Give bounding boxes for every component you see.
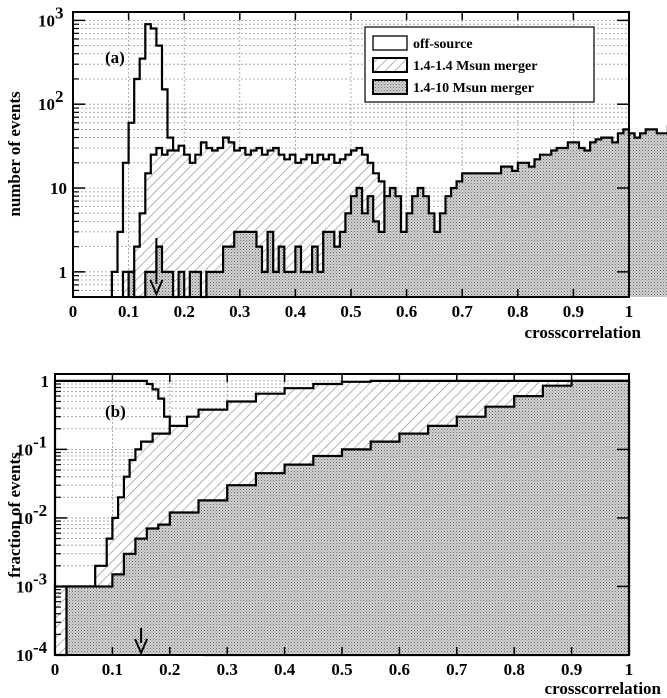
- p0-y-tick-label: 10: [38, 95, 55, 114]
- p1-y-tick-label: 1: [41, 372, 50, 391]
- p1-x-tick-label: 0.3: [217, 660, 238, 679]
- p1-x-tick-label: 1: [625, 660, 634, 679]
- p0-x-tick-label: 0.9: [563, 302, 584, 321]
- p0-x-tick-label: 0.4: [285, 302, 307, 321]
- panel-a-label: (a): [105, 48, 125, 67]
- p1-x-tick-label: 0: [51, 660, 60, 679]
- panel-a-ylabel: number of events: [5, 91, 24, 217]
- p1-y-tick-label: 10: [16, 440, 33, 459]
- p0-x-tick-label: 0.5: [340, 302, 361, 321]
- p1-series-merger-1-4-10: [55, 379, 631, 657]
- p0-y-tick-exponent: 3: [55, 3, 64, 22]
- panel-b-xlabel: crosscorrelation: [545, 679, 662, 698]
- p1-x-tick-label: 0.9: [561, 660, 582, 679]
- p1-x-tick-label: 0.6: [389, 660, 410, 679]
- p1-x-tick-label: 0.7: [446, 660, 468, 679]
- p1-y-tick-exponent: -4: [33, 638, 48, 657]
- p1-y-tick-exponent: -1: [33, 432, 47, 451]
- p0-x-tick-label: 0.2: [174, 302, 195, 321]
- legend-label-1-4-10: 1.4-10 Msun merger: [413, 81, 534, 96]
- p1-x-tick-label: 0.5: [331, 660, 352, 679]
- p1-arrow-head: [134, 638, 149, 656]
- panel-a-data: [110, 23, 667, 299]
- legend-label-1-4-1-4: 1.4-1.4 Msun merger: [413, 59, 537, 74]
- p1-y-tick-label: 10: [16, 509, 33, 528]
- panel-b-label: (b): [105, 402, 126, 421]
- panel-b-ylabel: fraction of events: [5, 452, 24, 578]
- p0-y-tick-label: 1: [59, 263, 68, 282]
- p0-x-tick-label: 0.6: [396, 302, 417, 321]
- p0-arrow-head: [149, 279, 164, 297]
- panel-b: 0 0.1 0.2 0.3 0.4 0.5 0.6 0.7 0.8 0.9 110 -410 -310-…: [5, 372, 662, 698]
- panel-a-ticks: [72, 12, 630, 297]
- p0-x-tick-label: 0.8: [507, 302, 528, 321]
- p1-y-tick-exponent: -3: [33, 569, 47, 588]
- p0-x-tick-label: 0.3: [229, 302, 250, 321]
- p1-x-tick-label: 0.2: [159, 660, 180, 679]
- p0-y-tick-label: 10: [50, 179, 67, 198]
- p1-y-tick-label: 10: [16, 646, 33, 665]
- p0-x-tick-label: 0.7: [452, 302, 474, 321]
- p0-y-tick-label: 10: [38, 11, 55, 30]
- p1-x-tick-label: 0.4: [274, 660, 296, 679]
- legend-swatch-1-4-1-4: [372, 57, 408, 73]
- p1-x-tick-label: 0.1: [102, 660, 123, 679]
- legend-label-off-source: off-source: [413, 37, 473, 52]
- panel-b-ticks: [54, 374, 630, 656]
- legend: off-source 1.4-1.4 Msun merger 1.4-10 Ms…: [364, 26, 595, 103]
- panel-a-xlabel: crosscorrelation: [525, 323, 642, 342]
- p0-x-tick-label: 1: [625, 302, 634, 321]
- panel-b-data: [53, 379, 631, 657]
- panel-a-arrow: [149, 238, 164, 297]
- legend-swatch-1-4-10: [372, 79, 408, 95]
- p1-y-tick-exponent: -2: [33, 501, 47, 520]
- p0-series-merger-1-4-10: [127, 124, 667, 299]
- p0-x-tick-label: 0.1: [118, 302, 139, 321]
- panel-b-tick-labels: 0 0.1 0.2 0.3 0.4 0.5 0.6 0.7 0.8 0.9 110 -410 -310-…: [16, 372, 633, 679]
- p0-y-tick-exponent: 2: [55, 87, 64, 106]
- panel-b-arrow: [134, 628, 149, 656]
- legend-swatch-off-source: [372, 35, 408, 51]
- p0-x-tick-label: 0: [69, 302, 78, 321]
- p1-x-tick-label: 0.8: [504, 660, 525, 679]
- p1-y-tick-label: 10: [16, 577, 33, 596]
